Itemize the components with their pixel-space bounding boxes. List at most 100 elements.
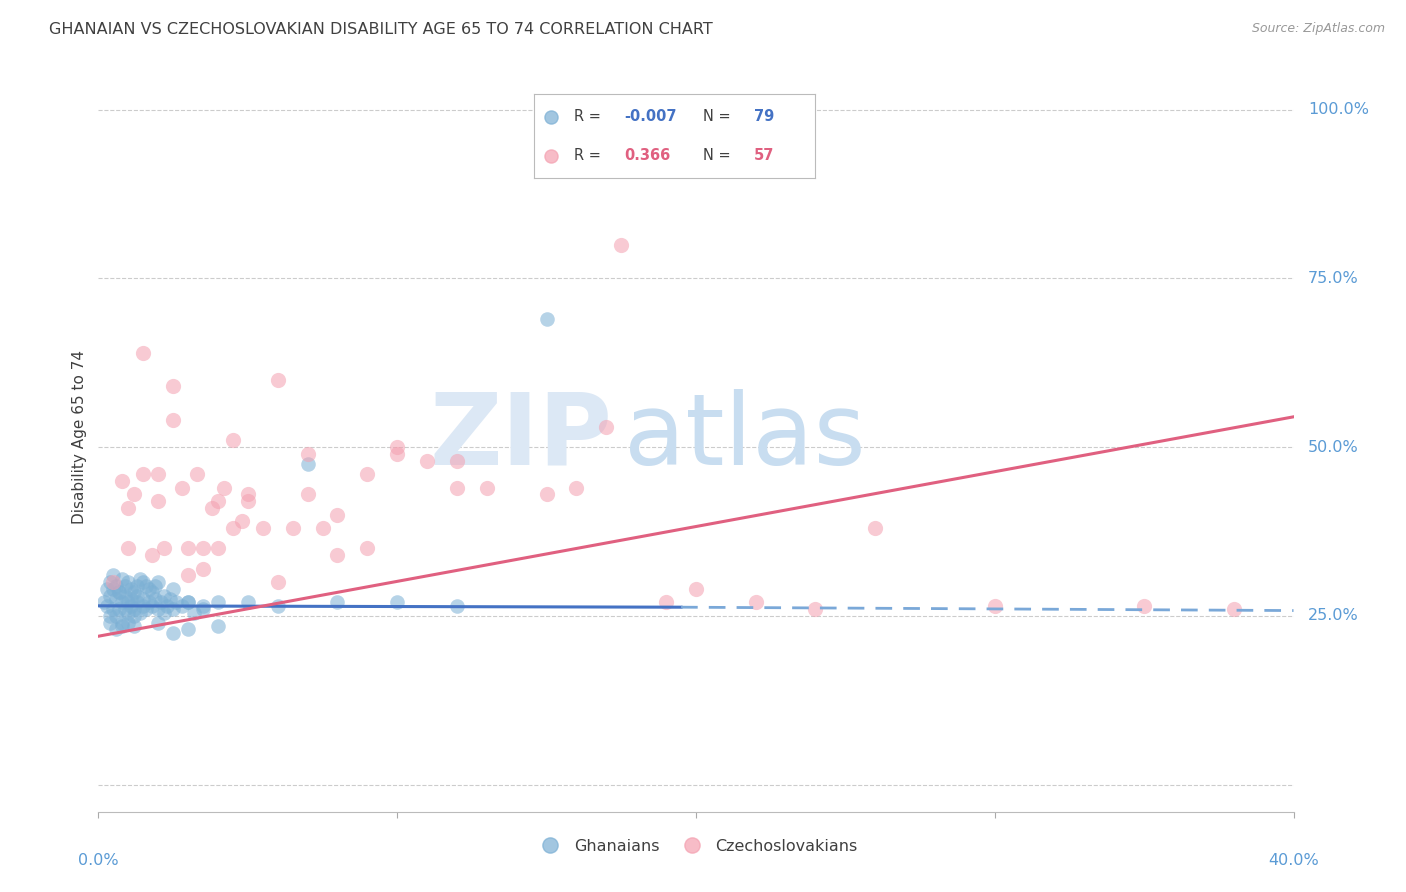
Point: [536, 487, 558, 501]
Text: 100.0%: 100.0%: [1308, 103, 1369, 117]
Y-axis label: Disability Age 65 to 74: Disability Age 65 to 74: [72, 350, 87, 524]
Point: [222, 521, 245, 535]
Point: [191, 599, 214, 613]
Point: [267, 599, 290, 613]
Point: [138, 595, 160, 609]
Point: [124, 602, 146, 616]
Point: [446, 481, 468, 495]
Point: [143, 578, 166, 592]
Point: [191, 602, 214, 616]
Point: [326, 548, 349, 562]
Point: [105, 609, 128, 624]
Text: 0.366: 0.366: [624, 148, 671, 163]
Point: [356, 467, 378, 482]
Point: [150, 595, 173, 609]
Point: [207, 541, 229, 556]
Text: atlas: atlas: [624, 389, 866, 485]
Point: [98, 589, 122, 603]
Point: [172, 481, 194, 495]
Point: [267, 373, 290, 387]
Point: [124, 585, 146, 599]
Point: [96, 599, 118, 613]
Point: [162, 582, 184, 596]
Point: [177, 623, 200, 637]
Point: [127, 589, 149, 603]
Point: [117, 541, 139, 556]
Point: [252, 521, 274, 535]
Point: [127, 578, 149, 592]
Point: [98, 609, 122, 624]
Point: [93, 595, 115, 609]
Point: [207, 619, 229, 633]
Point: [540, 148, 562, 162]
Text: -0.007: -0.007: [624, 109, 676, 124]
Point: [446, 599, 468, 613]
Point: [129, 606, 152, 620]
Point: [111, 474, 134, 488]
Point: [103, 582, 125, 596]
Point: [297, 487, 319, 501]
Point: [103, 568, 125, 582]
Point: [105, 578, 128, 592]
Point: [311, 521, 333, 535]
Point: [117, 595, 139, 609]
Text: R =: R =: [574, 109, 605, 124]
Point: [1223, 602, 1246, 616]
Point: [120, 592, 142, 607]
Point: [416, 453, 439, 467]
Point: [124, 619, 146, 633]
Point: [595, 420, 617, 434]
Point: [153, 606, 176, 620]
Point: [222, 434, 245, 448]
Point: [120, 599, 142, 613]
Point: [356, 541, 378, 556]
Point: [610, 237, 633, 252]
Point: [191, 541, 214, 556]
Point: [267, 575, 290, 590]
Point: [96, 582, 118, 596]
Text: 50.0%: 50.0%: [1308, 440, 1358, 455]
Point: [186, 467, 208, 482]
Point: [162, 602, 184, 616]
Point: [120, 582, 142, 596]
Text: 0.0%: 0.0%: [79, 853, 118, 868]
Point: [297, 457, 319, 471]
Point: [108, 585, 131, 599]
Point: [127, 595, 149, 609]
Text: Source: ZipAtlas.com: Source: ZipAtlas.com: [1251, 22, 1385, 36]
Point: [281, 521, 304, 535]
Point: [159, 592, 181, 607]
Legend: Ghanaians, Czechoslovakians: Ghanaians, Czechoslovakians: [527, 832, 865, 860]
Point: [297, 447, 319, 461]
Point: [132, 345, 155, 359]
Point: [804, 602, 827, 616]
Point: [132, 592, 155, 607]
Text: 79: 79: [754, 109, 773, 124]
Point: [745, 595, 768, 609]
Point: [103, 575, 125, 590]
Point: [565, 481, 588, 495]
Point: [141, 585, 163, 599]
Point: [114, 578, 136, 592]
Text: N =: N =: [703, 109, 735, 124]
Point: [162, 379, 184, 393]
Point: [108, 585, 131, 599]
Point: [177, 595, 200, 609]
Point: [385, 595, 409, 609]
Point: [105, 592, 128, 607]
Point: [162, 413, 184, 427]
Point: [148, 467, 170, 482]
Text: 40.0%: 40.0%: [1268, 853, 1319, 868]
Point: [124, 487, 146, 501]
Point: [165, 595, 187, 609]
Text: N =: N =: [703, 148, 735, 163]
Point: [111, 595, 134, 609]
Point: [114, 589, 136, 603]
Point: [385, 447, 409, 461]
Point: [177, 568, 200, 582]
Point: [177, 541, 200, 556]
Point: [108, 602, 131, 616]
Point: [685, 582, 707, 596]
Point: [135, 578, 157, 592]
Point: [117, 500, 139, 515]
